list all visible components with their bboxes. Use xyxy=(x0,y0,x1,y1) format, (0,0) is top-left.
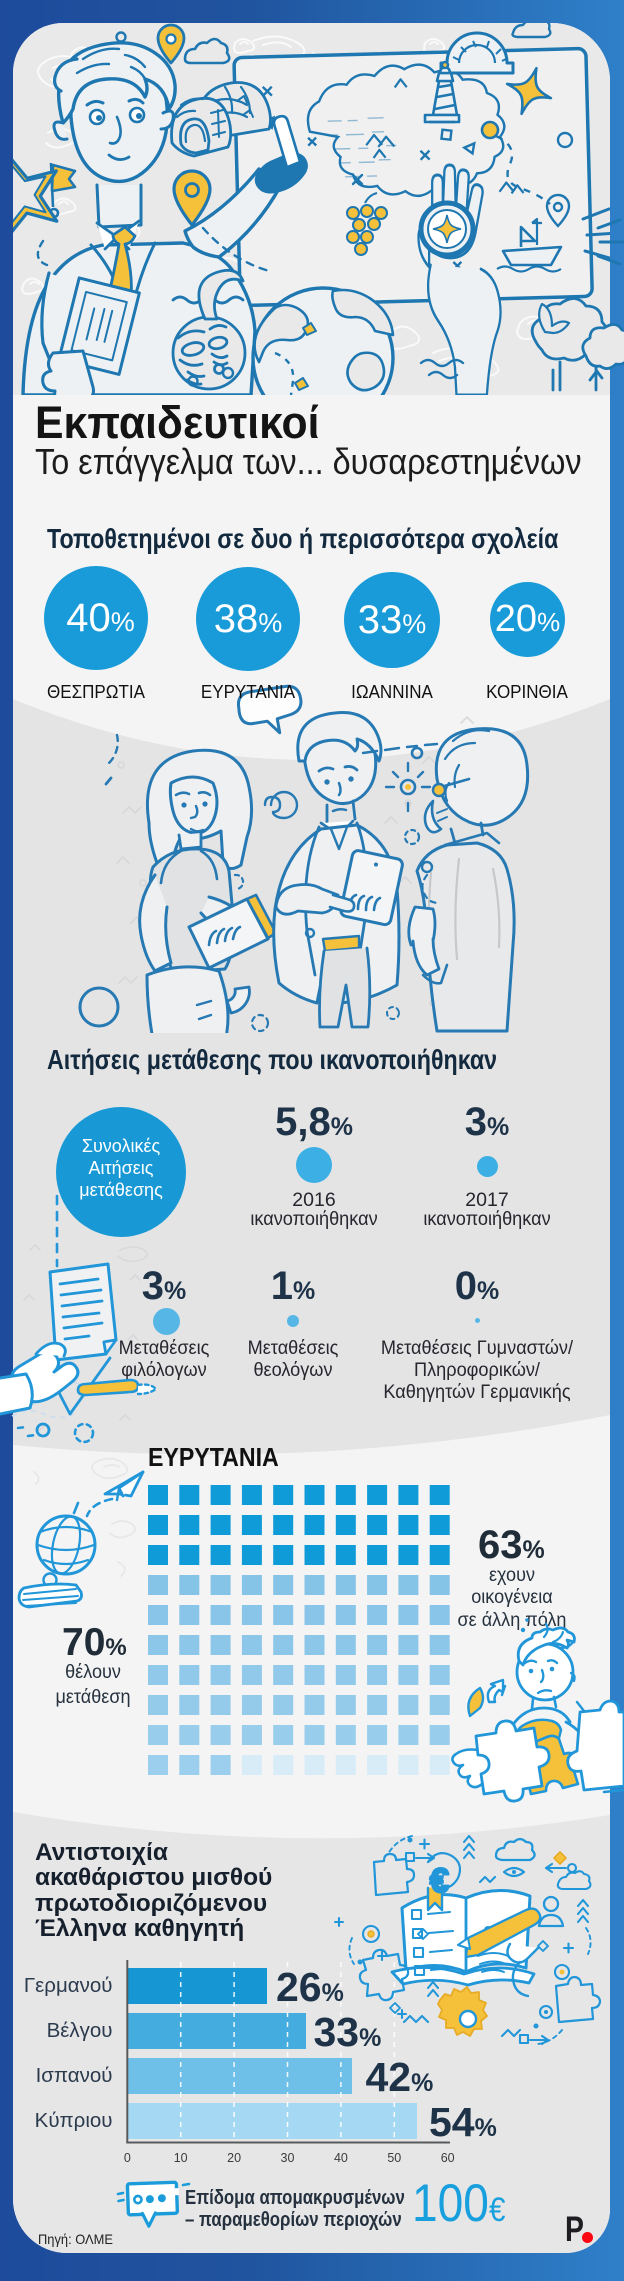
svg-text:€: € xyxy=(430,1862,449,1900)
